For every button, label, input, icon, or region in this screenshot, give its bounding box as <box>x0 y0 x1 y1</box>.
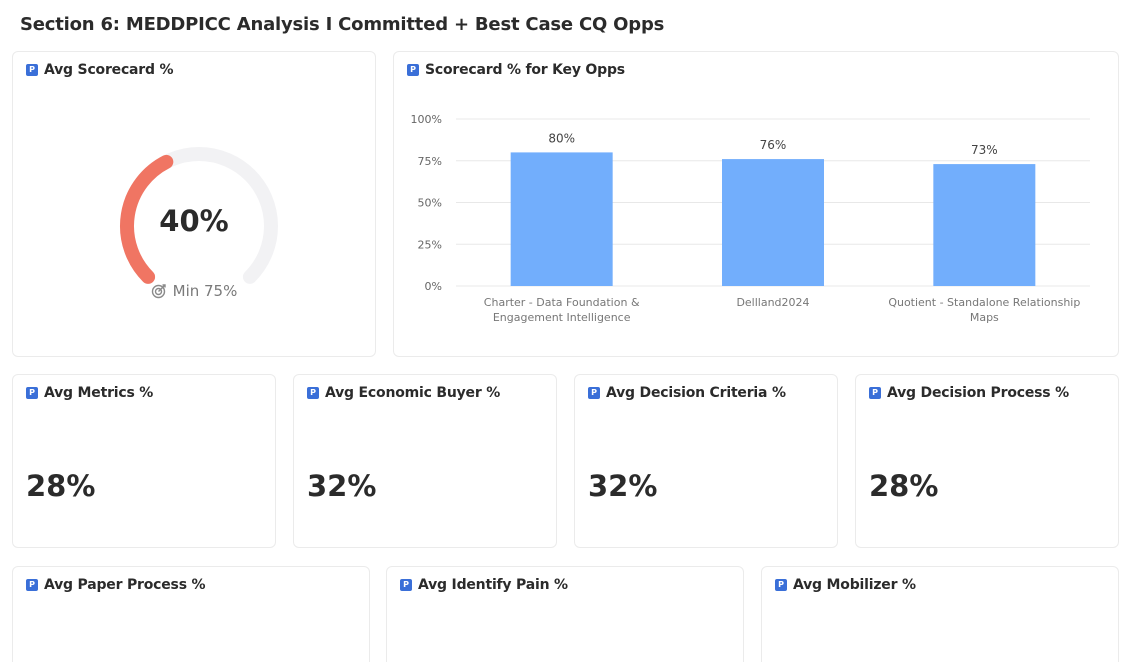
x-category-label: Maps <box>970 311 999 324</box>
x-category-label: Charter - Data Foundation & <box>484 296 640 309</box>
p-logo-icon: P <box>869 387 881 399</box>
x-category-label: Engagement Intelligence <box>493 311 631 324</box>
card-header: P Avg Identify Pain % <box>400 577 568 593</box>
gauge-value: 40% <box>159 204 229 238</box>
p-logo-icon: P <box>588 387 600 399</box>
card-header: P Avg Scorecard % <box>26 62 174 78</box>
key-opps-bar-chart: 100% 75% 50% 25% 0% 80% Charter - Data Foundat… <box>411 113 1090 324</box>
metric-value: 32% <box>588 469 658 503</box>
gauge-min-target: Min 75% <box>13 282 375 300</box>
gauge-min-label: Min 75% <box>172 282 238 300</box>
bar-data-label: 73% <box>971 143 998 157</box>
card-title: Avg Paper Process % <box>44 577 206 593</box>
card-header: P Avg Economic Buyer % <box>307 385 500 401</box>
bar <box>722 159 824 286</box>
y-tick-label: 100% <box>411 113 442 126</box>
y-tick-label: 75% <box>418 155 442 168</box>
p-logo-icon: P <box>26 579 38 591</box>
card-header: P Avg Mobilizer % <box>775 577 916 593</box>
p-logo-icon: P <box>407 64 419 76</box>
card-title: Avg Identify Pain % <box>418 577 568 593</box>
bar-data-label: 80% <box>548 131 575 145</box>
card-title: Avg Economic Buyer % <box>325 385 501 401</box>
p-logo-icon: P <box>26 64 38 76</box>
metric-value: 28% <box>26 469 96 503</box>
card-title: Avg Metrics % <box>44 385 154 401</box>
y-tick-label: 25% <box>418 238 442 251</box>
y-tick-label: 0% <box>425 280 442 293</box>
card-title: Avg Mobilizer % <box>793 577 916 593</box>
section-title: Section 6: MEDDPICC Analysis I Committed… <box>20 14 665 35</box>
metric-card-economic-buyer[interactable]: P Avg Economic Buyer % 32% <box>293 374 557 548</box>
x-category-label: Quotient - Standalone Relationship <box>888 296 1080 309</box>
gauge-fill <box>120 154 174 284</box>
p-logo-icon: P <box>400 579 412 591</box>
key-opps-card[interactable]: P Scorecard % for Key Opps 100% 75% 50% 25%… <box>393 51 1119 357</box>
card-header: P Avg Paper Process % <box>26 577 206 593</box>
bar-data-label: 76% <box>760 138 787 152</box>
metric-card-decision-criteria[interactable]: P Avg Decision Criteria % 32% <box>574 374 838 548</box>
metric-card-mobilizer[interactable]: P Avg Mobilizer % <box>761 566 1119 662</box>
p-logo-icon: P <box>26 387 38 399</box>
card-header: P Scorecard % for Key Opps <box>407 62 625 78</box>
target-icon <box>151 284 166 299</box>
card-title: Avg Decision Process % <box>887 385 1069 401</box>
card-title: Avg Decision Criteria % <box>606 385 786 401</box>
bar <box>933 164 1036 286</box>
card-header: P Avg Decision Process % <box>869 385 1069 401</box>
metric-card-identify-pain[interactable]: P Avg Identify Pain % <box>386 566 744 662</box>
metric-card-metrics[interactable]: P Avg Metrics % 28% <box>12 374 276 548</box>
metric-value: 28% <box>869 469 939 503</box>
y-tick-label: 50% <box>418 197 442 210</box>
metric-value: 32% <box>307 469 377 503</box>
scorecard-gauge <box>120 147 278 284</box>
card-title: Scorecard % for Key Opps <box>425 62 625 78</box>
avg-scorecard-card[interactable]: P Avg Scorecard % 40% Min 75% <box>12 51 376 357</box>
x-category-label: Dellland2024 <box>736 296 809 309</box>
bar <box>510 152 613 286</box>
metric-card-paper-process[interactable]: P Avg Paper Process % <box>12 566 370 662</box>
card-header: P Avg Metrics % <box>26 385 153 401</box>
metric-card-decision-process[interactable]: P Avg Decision Process % 28% <box>855 374 1119 548</box>
p-logo-icon: P <box>775 579 787 591</box>
card-header: P Avg Decision Criteria % <box>588 385 786 401</box>
p-logo-icon: P <box>307 387 319 399</box>
card-title: Avg Scorecard % <box>44 62 174 78</box>
